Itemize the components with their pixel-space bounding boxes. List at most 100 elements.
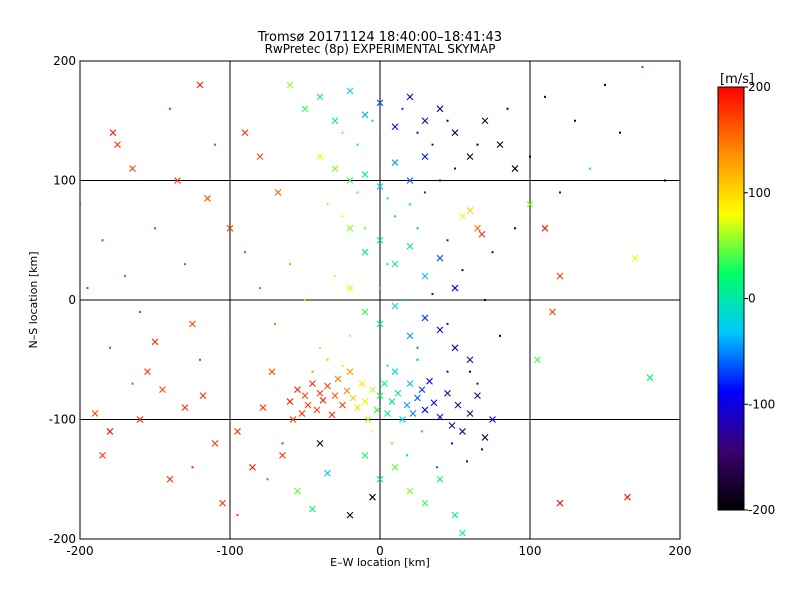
data-point-x bbox=[451, 344, 459, 352]
data-point-x bbox=[430, 399, 438, 407]
data-point-x bbox=[556, 272, 564, 280]
data-point-dot bbox=[436, 466, 438, 469]
data-point-x bbox=[316, 440, 324, 447]
data-point-dot bbox=[424, 191, 426, 194]
data-point-x bbox=[376, 320, 384, 328]
data-point-dot bbox=[416, 358, 419, 361]
data-point-dot bbox=[484, 299, 486, 301]
data-point-dot bbox=[589, 167, 591, 170]
data-point-dot bbox=[349, 334, 351, 337]
data-point-dot bbox=[391, 442, 393, 445]
data-point-x bbox=[406, 177, 414, 184]
data-point-x bbox=[346, 224, 354, 232]
data-point-x bbox=[346, 87, 354, 95]
data-point-x bbox=[316, 153, 324, 160]
data-point-x bbox=[631, 254, 639, 262]
data-point-x bbox=[381, 380, 388, 388]
colorbar-tick-label: -200 bbox=[748, 503, 775, 517]
data-point-x bbox=[426, 377, 433, 385]
colorbar-label: [m/s] bbox=[720, 72, 754, 87]
data-point-x bbox=[391, 159, 399, 166]
data-point-dot bbox=[304, 299, 306, 301]
data-point-x bbox=[436, 326, 444, 334]
data-point-dot bbox=[274, 322, 276, 325]
colorbar-tick-label: 0 bbox=[748, 292, 756, 306]
data-point-dot bbox=[266, 478, 269, 481]
data-point-x bbox=[304, 401, 312, 409]
data-point-dot bbox=[406, 454, 408, 457]
data-points bbox=[80, 65, 666, 537]
data-point-dot bbox=[451, 442, 453, 445]
data-point-x bbox=[324, 382, 331, 390]
data-point-x bbox=[391, 123, 399, 131]
data-point-x bbox=[319, 396, 327, 404]
x-axis-label: E–W location [km] bbox=[330, 556, 430, 569]
data-point-x bbox=[313, 406, 321, 414]
colorbar-tick-label: -100 bbox=[748, 397, 775, 411]
data-point-dot bbox=[491, 251, 494, 254]
data-point-dot bbox=[131, 382, 134, 385]
data-point-x bbox=[451, 284, 459, 292]
data-point-x bbox=[106, 428, 114, 435]
data-point-dot bbox=[481, 448, 483, 451]
data-point-dot bbox=[386, 364, 389, 367]
data-point-dot bbox=[356, 143, 359, 146]
data-point-x bbox=[181, 404, 189, 411]
data-point-dot bbox=[446, 322, 449, 325]
x-tick-label: 100 bbox=[519, 544, 542, 558]
data-point-x bbox=[421, 499, 429, 507]
data-point-x bbox=[406, 93, 414, 101]
data-point-dot bbox=[341, 364, 344, 367]
data-point-x bbox=[286, 81, 294, 89]
data-point-dot bbox=[289, 263, 291, 266]
data-point-x bbox=[268, 368, 276, 376]
data-point-dot bbox=[341, 131, 344, 134]
data-point-x bbox=[394, 389, 402, 397]
data-point-x bbox=[189, 320, 196, 328]
data-point-x bbox=[403, 401, 411, 409]
data-point-dot bbox=[416, 131, 419, 134]
data-point-x bbox=[343, 387, 351, 395]
data-point-x bbox=[444, 389, 451, 397]
colorbar bbox=[717, 86, 745, 511]
data-point-dot bbox=[334, 275, 336, 278]
data-point-x bbox=[466, 410, 474, 417]
data-point-x bbox=[151, 338, 159, 346]
data-point-x bbox=[346, 177, 354, 184]
data-point-x bbox=[489, 416, 496, 423]
data-point-x bbox=[481, 117, 489, 125]
data-point-x bbox=[474, 392, 481, 399]
data-point-x bbox=[256, 153, 264, 160]
data-point-dot bbox=[529, 155, 531, 158]
data-point-dot bbox=[421, 430, 423, 433]
data-point-x bbox=[376, 236, 384, 244]
data-point-x bbox=[541, 224, 549, 232]
data-point-dot bbox=[416, 346, 419, 349]
y-tick-label: -200 bbox=[49, 532, 76, 546]
data-point-x bbox=[349, 394, 357, 402]
data-point-dot bbox=[461, 269, 464, 272]
data-point-x bbox=[436, 254, 444, 262]
data-point-dot bbox=[664, 179, 666, 182]
data-point-x bbox=[274, 189, 282, 196]
data-point-dot bbox=[124, 275, 126, 278]
data-point-x bbox=[391, 302, 399, 310]
data-point-dot bbox=[416, 227, 419, 230]
data-point-dot bbox=[604, 83, 606, 86]
data-point-x bbox=[466, 206, 474, 214]
data-point-dot bbox=[574, 119, 576, 122]
data-point-x bbox=[534, 356, 541, 364]
data-point-x bbox=[364, 416, 372, 423]
data-point-x bbox=[361, 111, 369, 119]
data-point-x bbox=[369, 493, 376, 501]
data-point-x bbox=[624, 493, 631, 501]
data-point-dot bbox=[101, 239, 104, 242]
data-point-x bbox=[136, 416, 144, 423]
data-point-dot bbox=[356, 191, 359, 194]
data-point-dot bbox=[401, 299, 404, 301]
data-point-x bbox=[376, 99, 384, 107]
data-point-dot bbox=[446, 119, 449, 122]
x-tick-label: -100 bbox=[216, 544, 243, 558]
data-point-dot bbox=[341, 215, 344, 218]
data-point-dot bbox=[446, 370, 449, 373]
